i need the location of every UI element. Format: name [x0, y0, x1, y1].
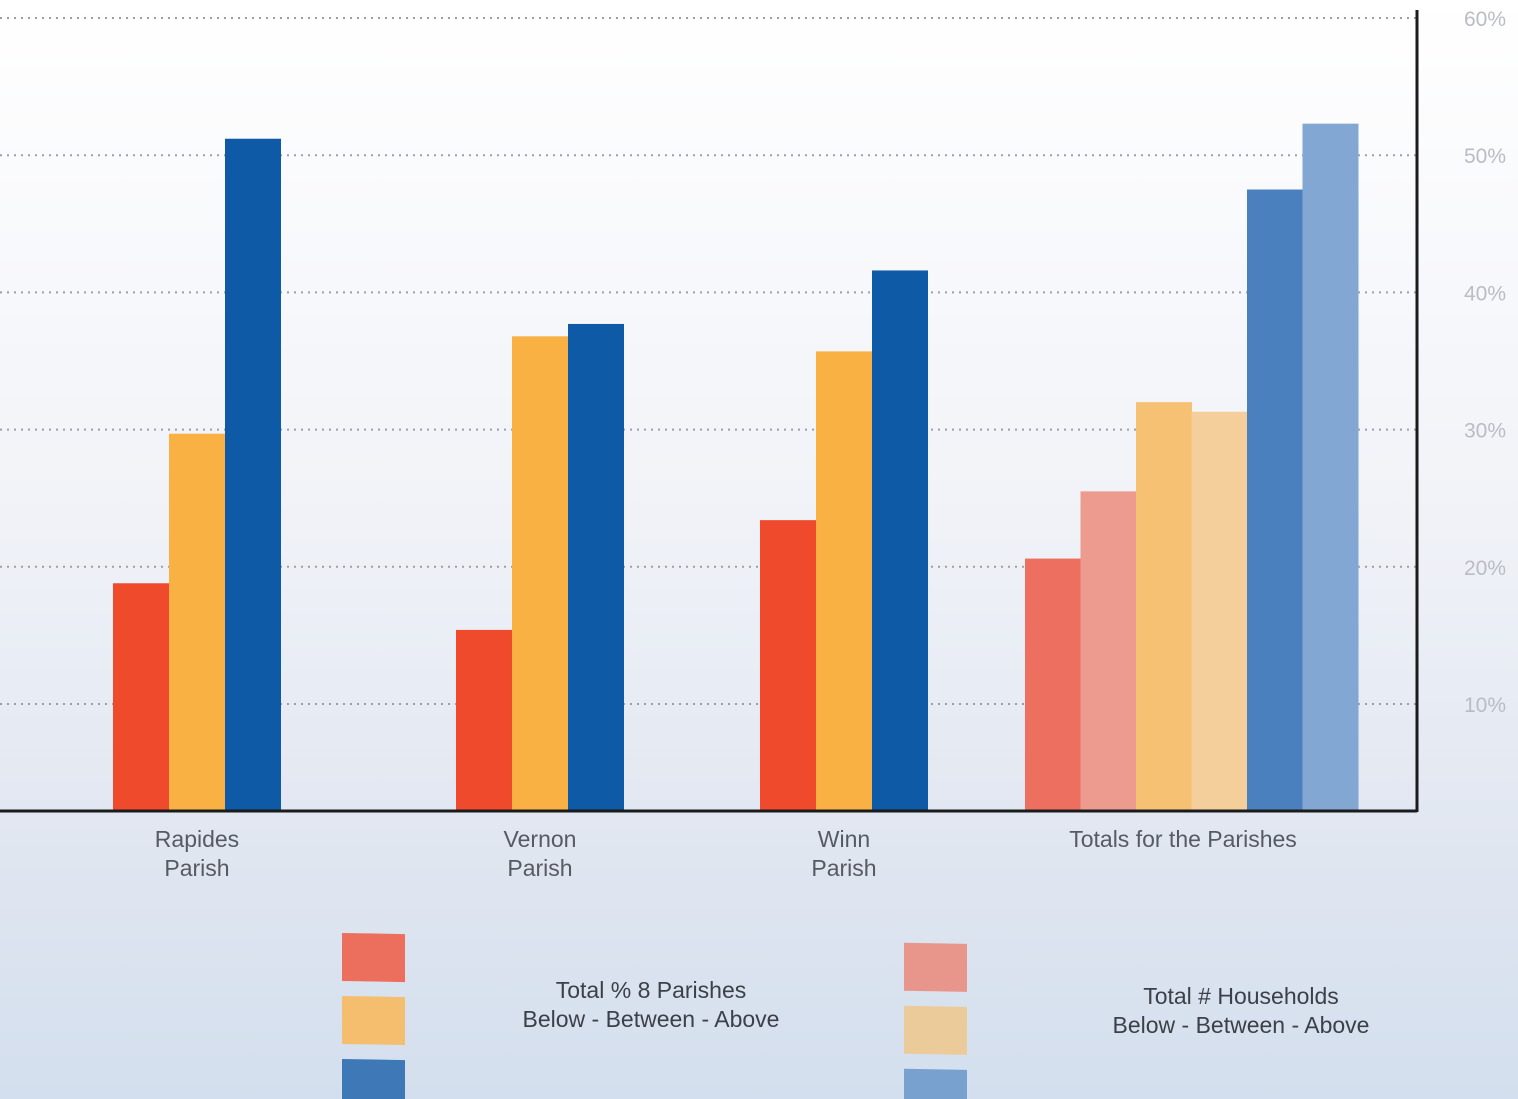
- legend-entry: Total % 8 Parishes Below - Between - Abov…: [342, 932, 780, 1099]
- legend-label: Total # Households: [1143, 983, 1339, 1009]
- y-tick-label: 10%: [1464, 694, 1506, 717]
- y-tick-label: 60%: [1464, 8, 1506, 31]
- legend-swatch: [342, 932, 405, 983]
- bar: [1247, 189, 1303, 810]
- bar: [816, 351, 872, 810]
- bar: [225, 138, 281, 811]
- legend-entry: Total # Households Below - Between - Abov…: [904, 942, 1370, 1099]
- bars: [113, 123, 1359, 811]
- bar: [568, 323, 624, 810]
- legend-label: Below - Between - Above: [1113, 1012, 1370, 1038]
- category-label: Parish: [811, 855, 876, 881]
- category-label: Vernon: [504, 826, 577, 852]
- category-label: Totals for the Parishes: [1069, 826, 1297, 852]
- y-tick-label: 20%: [1464, 557, 1506, 580]
- bar: [456, 629, 512, 810]
- bar: [1136, 402, 1192, 810]
- bar-group: [1025, 123, 1359, 811]
- category-label: Winn: [818, 826, 870, 852]
- bar: [1302, 123, 1359, 811]
- bar: [1080, 491, 1137, 810]
- bar-group: [113, 138, 281, 811]
- y-tick-labels: 10% 20% 30% 40% 50% 60%: [1464, 8, 1506, 717]
- y-tick-label: 40%: [1464, 282, 1506, 305]
- axes: [0, 10, 1419, 813]
- category-label: Parish: [507, 855, 572, 881]
- legend-swatch: [342, 1058, 405, 1099]
- bar-group: [760, 270, 928, 810]
- grid-lines: [0, 17, 1417, 705]
- legend-label: Below - Between - Above: [523, 1006, 780, 1032]
- category-label: Parish: [164, 855, 229, 881]
- category-label: Rapides: [155, 826, 239, 852]
- legend-swatch: [904, 942, 967, 992]
- legend-swatch: [342, 995, 405, 1046]
- bar: [512, 336, 568, 810]
- legend-swatch: [904, 1068, 967, 1099]
- bar: [1191, 411, 1248, 810]
- legend: Total % 8 Parishes Below - Between - Abov…: [342, 932, 1370, 1099]
- bar-group: [456, 323, 624, 810]
- bar: [760, 520, 816, 810]
- legend-swatch: [904, 1005, 967, 1055]
- y-tick-label: 50%: [1464, 145, 1506, 168]
- bar: [1025, 558, 1081, 810]
- bar: [169, 433, 225, 810]
- bar: [872, 270, 928, 810]
- category-labels: Rapides Parish Vernon Parish Winn Parish Total…: [155, 826, 1297, 881]
- bar: [113, 583, 169, 810]
- y-tick-label: 30%: [1464, 420, 1506, 443]
- legend-label: Total % 8 Parishes: [556, 977, 746, 1003]
